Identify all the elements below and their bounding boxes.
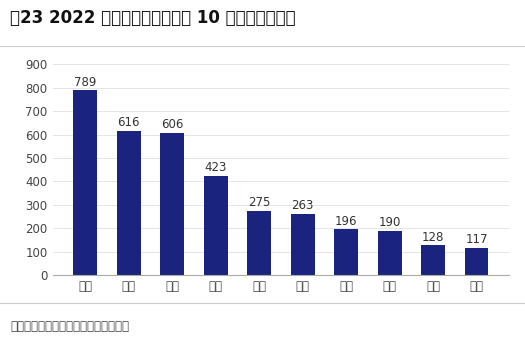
Bar (291, 214, 314, 275)
Text: 196: 196 (335, 215, 358, 228)
Text: 128: 128 (422, 231, 444, 244)
Text: 资料来源：百川盈孚，海通证券研究所: 资料来源：百川盈孚，海通证券研究所 (10, 320, 130, 333)
Bar (117, 131, 141, 275)
Bar (421, 245, 445, 275)
Bar (74, 90, 97, 275)
Bar (247, 211, 271, 275)
Bar (204, 176, 228, 275)
Text: 117: 117 (465, 233, 488, 246)
Text: 263: 263 (291, 199, 314, 212)
Bar (465, 248, 488, 275)
Text: 789: 789 (74, 76, 97, 89)
Text: 190: 190 (379, 216, 401, 229)
Text: 423: 423 (204, 161, 227, 174)
Text: 275: 275 (248, 196, 270, 209)
Bar (334, 229, 358, 275)
Text: 图23 2022 年国内电解铝产量前 10 名省份（万吨）: 图23 2022 年国内电解铝产量前 10 名省份（万吨） (10, 9, 296, 27)
Bar (160, 133, 184, 275)
Text: 606: 606 (161, 118, 183, 131)
Bar (377, 231, 402, 275)
Text: 616: 616 (118, 116, 140, 129)
